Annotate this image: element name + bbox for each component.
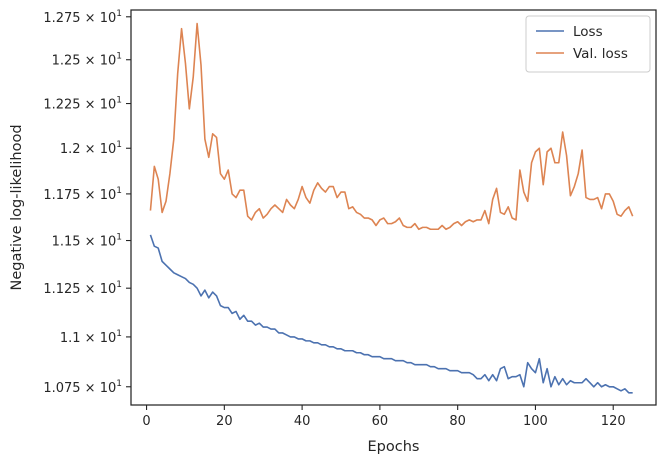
y-axis-label: Negative log-likelihood — [9, 124, 25, 290]
y-tick-label: 1.1 × 101 — [60, 329, 122, 346]
x-tick-label: 120 — [601, 414, 626, 429]
series-line-1 — [149, 234, 633, 394]
plot-area — [149, 22, 634, 394]
legend-label-2: Val. loss — [573, 46, 628, 62]
x-tick-label: 0 — [142, 414, 150, 429]
x-tick-label: 20 — [216, 414, 233, 429]
x-tick-label: 80 — [449, 414, 466, 429]
legend: Loss Val. loss — [525, 15, 651, 73]
y-axis: 1.075 × 101 1.1 × 101 1.125 × 101 1.15 × 10… — [43, 9, 131, 396]
y-tick-label: 1.15 × 101 — [52, 233, 122, 250]
x-axis-label: Epochs — [368, 439, 420, 455]
legend-box — [525, 15, 651, 73]
y-tick-label: 1.075 × 101 — [43, 379, 122, 396]
x-axis: 0 20 40 60 80 100 120 — [142, 405, 626, 429]
y-tick-label: 1.2 × 101 — [60, 140, 122, 157]
axes-frame — [130, 9, 657, 406]
y-tick-label: 1.175 × 101 — [43, 186, 122, 203]
x-tick-label: 60 — [372, 414, 389, 429]
legend-label-1: Loss — [573, 24, 603, 40]
y-tick-label: 1.125 × 101 — [43, 280, 122, 297]
x-tick-label: 100 — [523, 414, 548, 429]
x-tick-label: 40 — [294, 414, 311, 429]
y-tick-label: 1.275 × 101 — [43, 9, 122, 26]
y-tick-label: 1.25 × 101 — [52, 52, 122, 69]
series-line-2 — [149, 22, 634, 231]
y-tick-label: 1.225 × 101 — [43, 96, 122, 113]
